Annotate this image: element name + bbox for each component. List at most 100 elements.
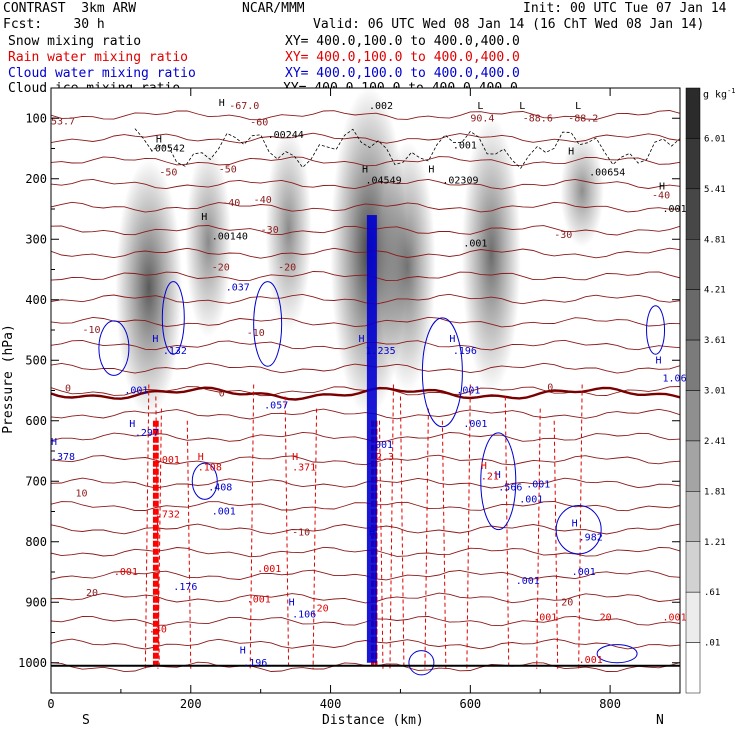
temperature-label-1: -60	[250, 118, 268, 129]
colorbar-tick-label-6: 2.41	[704, 437, 726, 447]
cloud-water-label-13: .001	[369, 440, 393, 451]
snow-label-17: L	[519, 101, 525, 112]
cloud-water-label-11: H	[51, 437, 57, 448]
rain-label-14: 20	[600, 612, 612, 623]
direction-south: S	[82, 713, 90, 728]
temperature-label-14: 0	[547, 383, 553, 394]
cloud-water-label-0: .037	[226, 283, 250, 294]
temperature-label-22: -88.2	[568, 113, 598, 124]
isotherm-15	[51, 454, 680, 466]
valid-time: Valid: 06 UTC Wed 08 Jan 14 (16 ChT Wed …	[313, 17, 705, 32]
snow-label-0: H	[219, 98, 225, 109]
cloud-water-label-30: H	[240, 646, 246, 657]
colorbar-swatch-5	[685, 339, 701, 391]
snow-label-15: H	[659, 182, 665, 193]
forecast-hour: Fcst: 30 h	[3, 17, 105, 32]
temperature-label-15: 10	[75, 488, 87, 499]
rain-contour-7	[378, 420, 384, 669]
snow-label-11: .00654	[589, 168, 625, 179]
rain-label-7: .21	[481, 471, 499, 482]
cloud-water-label-2: .132	[163, 346, 187, 357]
field-snow-xy: XY= 400.0,100.0 to 400.0,400.0	[285, 34, 520, 49]
isotherm-6	[51, 247, 680, 259]
field-rain-name: Rain water mixing ratio	[8, 50, 189, 65]
cloud-water-cell-8	[408, 650, 435, 676]
rain-label-9: .001	[257, 564, 281, 575]
rain-label-12: 20	[317, 603, 329, 614]
y-tick-label-3: 400	[25, 293, 47, 307]
y-tick-label-7: 800	[25, 535, 47, 549]
isotherm-1	[51, 132, 680, 144]
y-tick-label-6: 700	[25, 474, 47, 488]
cloud-water-label-23: .001	[519, 494, 543, 505]
temperature-label-3: -50	[219, 165, 237, 176]
temperature-label-4: -40	[222, 198, 240, 209]
rain-label-5: .732	[156, 510, 180, 521]
cloud-water-label-14: .001	[456, 386, 480, 397]
snow-column-1	[185, 146, 232, 338]
rain-contour-0	[144, 384, 150, 669]
temperature-label-21: -88.6	[523, 113, 553, 124]
rain-contour-15	[553, 420, 559, 669]
rain-label-1: H	[198, 452, 204, 463]
rain-label-0: .001	[156, 455, 180, 466]
rain-contour-4	[249, 384, 255, 669]
temperature-label-6: -30	[261, 225, 279, 236]
colorbar-swatch-6	[685, 390, 701, 442]
freezing-level-line	[51, 386, 680, 401]
y-tick-label-5: 600	[25, 414, 47, 428]
snow-label-12: H	[201, 212, 207, 223]
colorbar-tick-label-9: .61	[704, 588, 720, 598]
colorbar-swatch-9	[685, 541, 701, 593]
y-tick-label-1: 200	[25, 172, 47, 186]
temperature-label-17: 20	[86, 588, 98, 599]
x-tick-label-0: 0	[47, 697, 54, 711]
snow-label-16: .001	[663, 204, 687, 215]
cloud-water-label-27: .176	[173, 582, 197, 593]
rain-label-10: .001	[247, 594, 271, 605]
colorbar: 6.01 5.41 4.81 4.21 3.61 3.01 2.41 1.81 1.21 .61.…	[685, 87, 726, 694]
center-label: NCAR/MMM	[242, 1, 305, 16]
rain-contour-8	[389, 384, 394, 669]
x-tick-label-3: 600	[459, 697, 481, 711]
isotherm-9	[51, 316, 680, 328]
temperature-label-8: -20	[212, 263, 230, 274]
cloud-water-label-9: H	[129, 419, 135, 430]
colorbar-unit-exponent: -1	[727, 87, 736, 95]
rain-contour-3	[186, 420, 192, 669]
rain-contour-2	[157, 408, 162, 669]
temperature-contours	[51, 110, 680, 676]
colorbar-unit: g kg-1	[703, 84, 736, 102]
cloud-water-label-21: .566	[498, 482, 522, 493]
isotherm-11	[51, 362, 680, 374]
rain-contour-9	[399, 396, 405, 669]
snow-label-9: .02309	[442, 176, 478, 187]
cloud-water-cell-5	[555, 504, 602, 555]
temperature-label-2: -50	[159, 168, 177, 179]
cloud-water-label-3: H	[359, 334, 365, 345]
isotherm-7	[51, 271, 680, 282]
snow-column-0	[115, 158, 183, 417]
temperature-label-5: -40	[254, 195, 272, 206]
colorbar-swatch-8	[685, 491, 701, 543]
cloud-water-label-10: .297	[135, 428, 159, 439]
colorbar-swatch-10	[685, 591, 701, 643]
rain-label-16: .001	[579, 655, 603, 666]
colorbar-tick-label-1: 5.41	[704, 185, 726, 195]
colorbar-tick-label-0: 6.01	[704, 134, 726, 144]
y-tick-label-0: 100	[25, 111, 47, 125]
rain-contour-13	[504, 396, 510, 669]
cloud-water-label-25: .982	[579, 533, 603, 544]
colorbar-swatch-4	[685, 289, 701, 341]
snow-column-5	[461, 116, 521, 393]
rain-label-4: .371	[292, 462, 316, 473]
rain-contour-11	[441, 420, 447, 669]
rain-contour-5	[284, 396, 290, 669]
cloud-water-label-7: .001	[124, 386, 148, 397]
y-tick-label-2: 300	[25, 232, 47, 246]
cloud-water-label-17: 1.06	[663, 373, 687, 384]
field-rain-xy: XY= 400.0,100.0 to 400.0,400.0	[285, 50, 520, 65]
colorbar-tick-label-10: .01	[704, 639, 720, 649]
cloud-water-label-6: .196	[453, 346, 477, 357]
